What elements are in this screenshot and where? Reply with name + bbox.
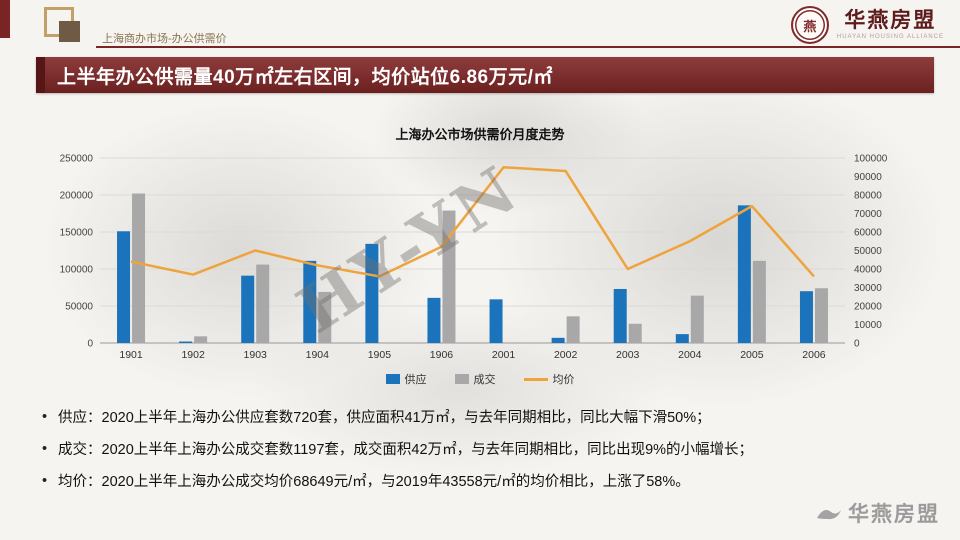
bullet-transactions: 成交：2020上半年上海办公成交套数1197套，成交面积42万㎡，与去年同期相比… — [40, 439, 932, 461]
logo-subtitle: HUAYAN HOUSING ALLIANCE — [836, 34, 944, 41]
svg-text:150000: 150000 — [60, 228, 94, 239]
svg-text:2004: 2004 — [678, 349, 702, 361]
svg-text:2001: 2001 — [492, 349, 516, 361]
bullet-supply: 供应：2020上半年上海办公供应套数720套，供应面积41万㎡，与去年同期相比，… — [40, 407, 932, 429]
svg-text:2006: 2006 — [802, 349, 826, 361]
legend-item-0: 供应 — [385, 371, 427, 387]
logo-text: 华燕房盟 HUAYAN HOUSING ALLIANCE — [837, 9, 944, 41]
svg-text:2005: 2005 — [740, 349, 764, 361]
title-banner: 上半年办公供需量40万㎡左右区间，均价站位6.86万元/㎡ — [36, 57, 934, 93]
svg-text:200000: 200000 — [60, 191, 94, 202]
svg-text:100000: 100000 — [60, 265, 94, 276]
svg-text:60000: 60000 — [854, 228, 882, 239]
svg-text:2002: 2002 — [554, 349, 578, 361]
bar-series-1 — [132, 193, 828, 343]
svg-text:2003: 2003 — [616, 349, 640, 361]
svg-text:250000: 250000 — [60, 154, 94, 165]
legend-marker-0 — [385, 374, 400, 384]
bullet-average-price: 均价：2020上半年上海办公成交均价68649元/㎡，与2019年43558元/… — [40, 471, 932, 493]
right-axis-labels: 0 10000 20000 30000 40000 50000 60000 70000 8000… — [854, 154, 888, 350]
footer-bird-icon — [817, 510, 841, 520]
emblem-icon — [44, 7, 86, 47]
svg-text:20000: 20000 — [854, 302, 882, 313]
svg-text:90000: 90000 — [854, 172, 882, 183]
line-series — [130, 166, 815, 278]
header-left-accent — [0, 0, 10, 38]
logo-name: 华燕房盟 — [844, 8, 937, 33]
svg-text:70000: 70000 — [854, 209, 882, 220]
svg-text:1904: 1904 — [306, 349, 330, 361]
svg-text:10000: 10000 — [854, 320, 882, 331]
bullet-list: 供应：2020上半年上海办公供应套数720套，供应面积41万㎡，与去年同期相比，… — [40, 407, 932, 504]
logo-seal-char: 燕 — [803, 18, 817, 34]
svg-text:50000: 50000 — [854, 246, 882, 257]
svg-text:80000: 80000 — [854, 191, 882, 202]
legend-label-0: 供应 — [404, 374, 427, 386]
svg-text:1905: 1905 — [368, 349, 392, 361]
legend-marker-1 — [454, 374, 469, 384]
footer-watermark-text: 华燕房盟 — [848, 502, 940, 526]
emblem-filled-square — [59, 21, 80, 42]
chart-title: 上海办公市场供需价月度走势 — [395, 127, 565, 142]
footer-watermark: 华燕房盟 — [816, 498, 940, 528]
legend-marker-2 — [523, 377, 548, 381]
svg-text:100000: 100000 — [854, 154, 888, 165]
logo-seal-icon: 燕 — [790, 6, 829, 44]
svg-text:1906: 1906 — [430, 349, 454, 361]
company-logo: 燕 华燕房盟 HUAYAN HOUSING ALLIANCE — [790, 6, 944, 44]
svg-text:50000: 50000 — [65, 302, 93, 313]
combo-chart: 0 50000 100000 150000 200000 250000 0 10000 2000… — [60, 154, 888, 362]
header-divider — [96, 46, 960, 48]
grid-lines — [100, 157, 845, 344]
bar-series-0 — [117, 205, 813, 343]
x-axis-labels: 1901 1902 1903 1904 1905 1906 2001 2002 2003 2004… — [119, 349, 825, 361]
svg-text:40000: 40000 — [854, 265, 882, 276]
svg-text:0: 0 — [87, 339, 93, 350]
svg-text:1902: 1902 — [181, 349, 205, 361]
breadcrumb: 上海商办市场-办公供需价 — [102, 33, 227, 45]
svg-text:1901: 1901 — [119, 349, 143, 361]
left-axis-labels: 0 50000 100000 150000 200000 250000 — [60, 154, 94, 350]
svg-text:0: 0 — [854, 339, 860, 350]
legend-label-1: 成交 — [473, 374, 496, 386]
legend-label-2: 均价 — [552, 374, 575, 386]
svg-text:1903: 1903 — [244, 349, 268, 361]
svg-text:30000: 30000 — [854, 283, 882, 294]
legend-item-1: 成交 — [454, 371, 496, 387]
legend-item-2: 均价 — [523, 371, 575, 387]
chart-legend: 供应 成交 均价 — [0, 371, 960, 387]
